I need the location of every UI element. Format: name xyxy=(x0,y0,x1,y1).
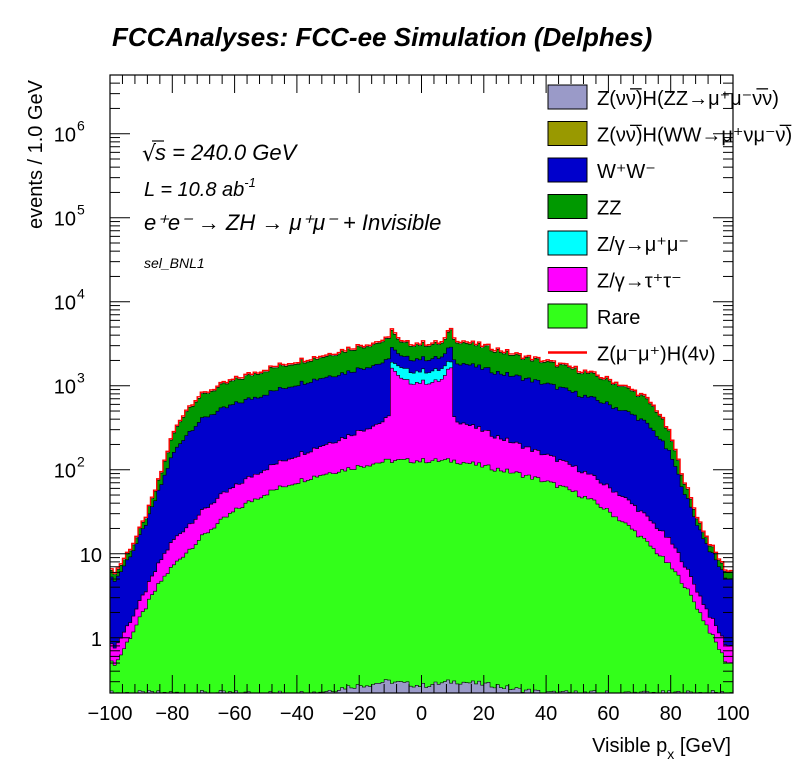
chart-title: FCCAnalyses: FCC-ee Simulation (Delphes) xyxy=(112,22,652,52)
sqrt-symbol: √ xyxy=(142,142,157,167)
y-tick-label: 1 xyxy=(91,629,102,651)
x-tick-label: 80 xyxy=(660,703,682,725)
annotation-process: e⁺e⁻ → ZH → μ⁺μ⁻ + Invisible xyxy=(144,210,441,235)
legend: Z(νν̅)H(ZZ→μ⁺μ⁻ν̅ν) Z(νν̅)H(WW→μ⁺νμ⁻ν̅) W⁺… xyxy=(547,84,792,366)
legend-label: Z/γ→τ⁺τ⁻ xyxy=(597,271,682,293)
x-tick-label: −80 xyxy=(155,703,189,725)
x-tick-label: 40 xyxy=(535,703,557,725)
annotation-lumi: L = 10.8 ab-1 xyxy=(144,175,256,201)
x-tick-label: −100 xyxy=(87,703,132,725)
legend-swatch xyxy=(547,303,588,329)
y-tick-label: 10 xyxy=(54,377,76,399)
legend-swatch xyxy=(547,157,588,183)
legend-swatch xyxy=(547,194,588,219)
legend-swatch xyxy=(547,230,588,256)
signal-line xyxy=(110,327,733,574)
legend-swatch xyxy=(547,84,588,110)
legend-label: W⁺W⁻ xyxy=(597,161,656,183)
y-tick-label: 10 xyxy=(80,545,102,567)
stack-rare xyxy=(110,458,733,693)
y-axis-label: events / 1.0 GeV xyxy=(25,79,47,229)
x-tick-label: 100 xyxy=(716,703,749,725)
y-tick-exponent: 4 xyxy=(77,286,85,302)
stacked-histograms xyxy=(110,329,733,693)
signal-histogram xyxy=(110,327,733,574)
x-tick-label: −20 xyxy=(342,703,376,725)
x-axis: −100 −80 −60 −40 −20 0 20 40 60 80 100 xyxy=(87,75,750,725)
legend-label: Rare xyxy=(597,307,640,329)
y-tick-exponent: 3 xyxy=(77,370,85,386)
x-tick-label: 20 xyxy=(473,703,495,725)
y-tick-exponent: 6 xyxy=(77,118,85,134)
x-tick-label: −60 xyxy=(218,703,252,725)
y-tick-exponent: 2 xyxy=(77,454,85,470)
sqrt-s-text: s = 240.0 GeV xyxy=(155,140,299,165)
y-tick-exponent: 5 xyxy=(77,202,85,218)
y-tick-label: 10 xyxy=(54,461,76,483)
y-tick-label: 10 xyxy=(54,293,76,315)
x-tick-label: 60 xyxy=(597,703,619,725)
legend-label: Z(νν̅)H(ZZ→μ⁺μ⁻ν̅ν) xyxy=(597,87,779,110)
annotation-selection: sel_BNL1 xyxy=(144,255,205,271)
legend-swatch xyxy=(547,267,588,292)
y-tick-label: 10 xyxy=(54,209,76,231)
legend-swatch xyxy=(547,121,588,146)
x-tick-label: −40 xyxy=(280,703,314,725)
legend-label: ZZ xyxy=(597,198,621,220)
x-axis-label: Visible px [GeV] xyxy=(592,735,731,762)
legend-label: Z(μ⁻μ⁺)H(4ν) xyxy=(597,344,716,366)
x-tick-label: 0 xyxy=(416,703,427,725)
y-tick-label: 10 xyxy=(54,125,76,147)
annotation-sqrt-s: √ s = 240.0 GeV xyxy=(142,140,299,167)
legend-label: Z/γ→μ⁺μ⁻ xyxy=(597,234,689,256)
legend-label: Z(νν̅)H(WW→μ⁺νμ⁻ν̅) xyxy=(597,124,792,147)
